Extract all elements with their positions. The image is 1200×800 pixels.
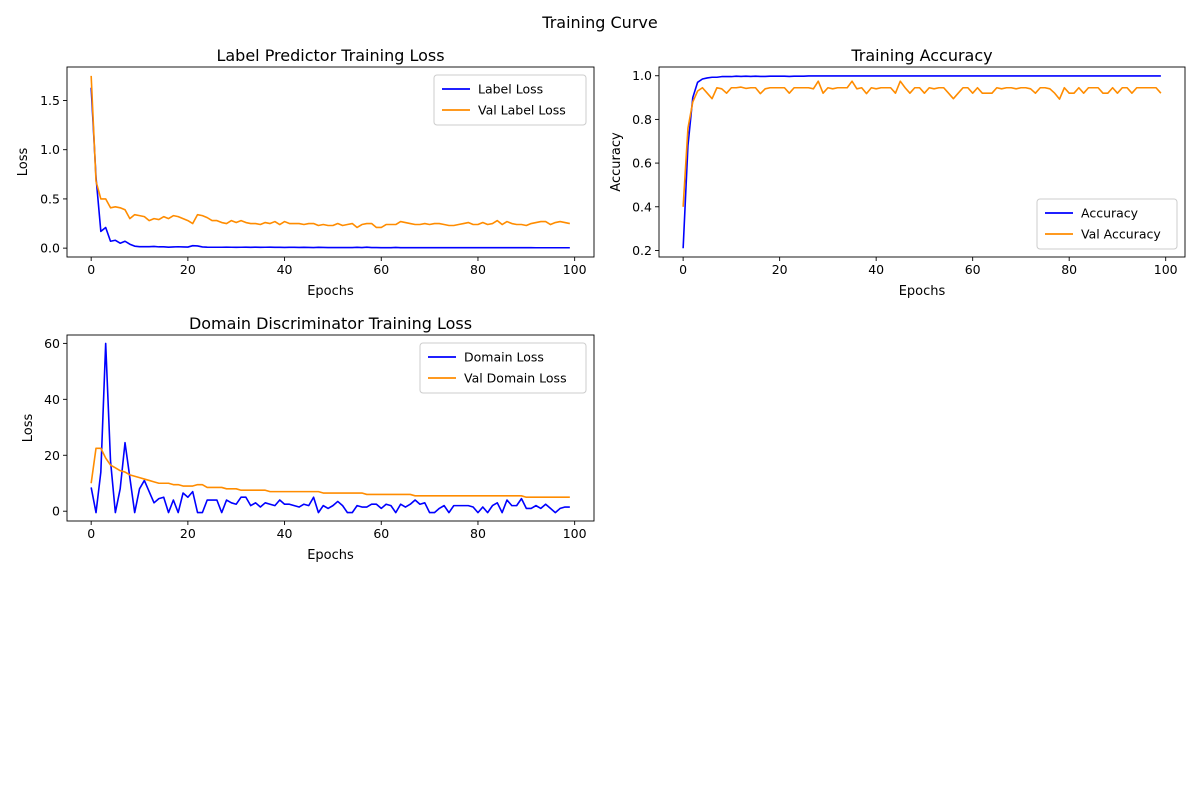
y-tick-label: 1.5 <box>40 93 60 108</box>
series-line-val-accuracy <box>682 80 1162 207</box>
y-tick-label: 1.0 <box>632 68 652 83</box>
y-tick-label: 0.0 <box>40 241 60 256</box>
series-group <box>90 75 570 249</box>
legend-label: Domain Loss <box>464 350 544 365</box>
legend-label: Val Label Loss <box>478 103 566 118</box>
legend-box <box>419 342 587 394</box>
x-tick-label: 80 <box>470 262 486 277</box>
x-tick-label: 20 <box>180 526 196 541</box>
y-tick-label: 0.5 <box>40 191 60 206</box>
series-line-val-label-loss <box>90 75 570 229</box>
x-tick-label: 40 <box>868 262 884 277</box>
x-tick-label: 40 <box>277 262 293 277</box>
legend: Label Loss Val Label Loss <box>433 74 587 126</box>
subplot-label-loss: Label Predictor Training Loss 0 20 40 60 80 10… <box>16 46 595 299</box>
series-group <box>682 75 1162 249</box>
x-tick-label: 20 <box>772 262 788 277</box>
y-tick-label: 0.4 <box>632 199 652 214</box>
y-axis-label: Accuracy <box>609 132 624 192</box>
axes-frame <box>66 66 595 258</box>
subplot-title: Domain Discriminator Training Loss <box>189 314 472 333</box>
x-tick-label: 100 <box>563 526 587 541</box>
x-tick-label: 60 <box>373 526 389 541</box>
legend-box <box>433 74 587 126</box>
x-axis-label: Epochs <box>307 548 354 563</box>
legend: Accuracy Val Accuracy <box>1036 198 1178 250</box>
legend-box <box>1036 198 1178 250</box>
series-group <box>90 342 570 514</box>
legend-label: Accuracy <box>1081 206 1139 221</box>
x-tick-label: 100 <box>563 262 587 277</box>
y-axis-label: Loss <box>21 414 36 443</box>
series-line-domain-loss <box>90 342 570 514</box>
y-tick-label: 60 <box>44 336 60 351</box>
x-tick-label: 100 <box>1154 262 1178 277</box>
x-tick-label: 0 <box>87 262 95 277</box>
y-tick-label: 20 <box>44 448 60 463</box>
subplot-training-accuracy: Training Accuracy 0 20 40 60 80 100 0.2 0.4 0.6 0.… <box>609 46 1186 299</box>
series-line-accuracy <box>682 75 1161 249</box>
series-line-val-domain-loss <box>90 447 570 499</box>
subplot-title: Training Accuracy <box>850 46 992 65</box>
y-axis-label: Loss <box>16 148 31 177</box>
x-tick-label: 40 <box>277 526 293 541</box>
y-tick-label: 1.0 <box>40 142 60 157</box>
figure-title: Training Curve <box>542 13 658 32</box>
y-tick-label: 0.2 <box>632 243 652 258</box>
y-tick-label: 0.8 <box>632 112 652 127</box>
legend-label: Label Loss <box>478 82 543 97</box>
x-axis-label: Epochs <box>307 284 354 299</box>
subplot-domain-loss: Domain Discriminator Training Loss 0 20 40 6… <box>21 314 595 563</box>
series-line-label-loss <box>90 87 570 249</box>
x-tick-label: 80 <box>1061 262 1077 277</box>
x-tick-label: 20 <box>180 262 196 277</box>
axes-frame <box>658 66 1186 258</box>
legend-label: Val Domain Loss <box>464 371 567 386</box>
x-tick-label: 80 <box>470 526 486 541</box>
x-tick-label: 60 <box>965 262 981 277</box>
subplot-title: Label Predictor Training Loss <box>216 46 444 65</box>
x-tick-label: 0 <box>87 526 95 541</box>
x-axis-label: Epochs <box>899 284 946 299</box>
axes-frame <box>66 334 595 522</box>
legend-label: Val Accuracy <box>1081 227 1161 242</box>
x-tick-label: 60 <box>373 262 389 277</box>
legend: Domain Loss Val Domain Loss <box>419 342 587 394</box>
x-tick-label: 0 <box>679 262 687 277</box>
y-tick-label: 0.6 <box>632 156 652 171</box>
y-tick-label: 0 <box>52 504 60 519</box>
y-tick-label: 40 <box>44 392 60 407</box>
